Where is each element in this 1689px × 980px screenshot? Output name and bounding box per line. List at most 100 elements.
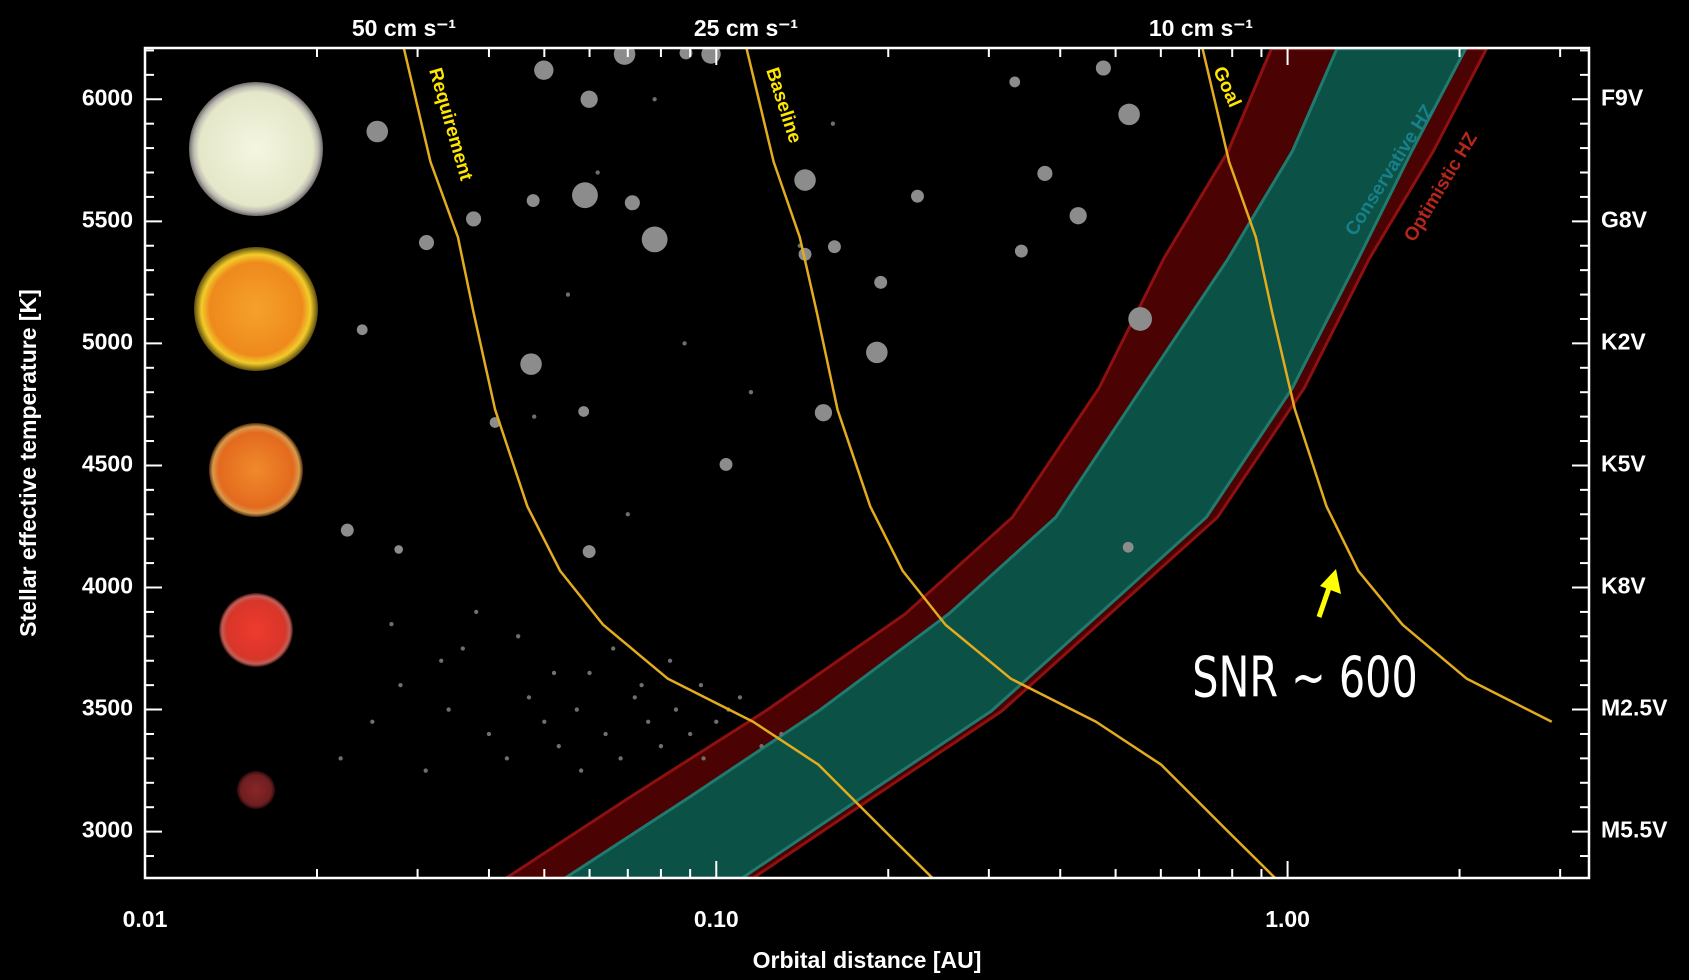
planet — [611, 646, 615, 650]
planet — [579, 768, 583, 772]
x-tick-label: 1.00 — [1265, 906, 1310, 932]
y2-tick-label: K2V — [1601, 328, 1646, 354]
planet — [338, 756, 342, 760]
planet — [682, 341, 686, 345]
planet — [701, 756, 705, 760]
planet — [779, 732, 783, 736]
star-icon — [219, 593, 293, 667]
planet — [1037, 166, 1052, 181]
y2-tick-label: M2.5V — [1601, 695, 1668, 721]
planet — [587, 671, 591, 675]
y-tick-label: 3500 — [82, 695, 133, 721]
planet — [626, 512, 630, 516]
planet — [583, 545, 596, 558]
planet — [398, 683, 402, 687]
y2-tick-label: F9V — [1601, 84, 1644, 110]
planet — [794, 169, 816, 191]
planet — [603, 732, 607, 736]
y-tick-label: 6000 — [82, 84, 133, 110]
x-tick-label: 0.01 — [123, 906, 168, 932]
planet — [366, 121, 388, 143]
planet — [527, 695, 531, 699]
planet — [572, 182, 598, 208]
planet — [714, 720, 718, 724]
y-tick-label: 3000 — [82, 817, 133, 843]
planet — [341, 524, 354, 537]
planet — [542, 720, 546, 724]
planet — [633, 695, 637, 699]
star-icon — [237, 771, 275, 809]
page: 0.01 0.10 1.00 3000 3500 4000 4500 5000 5500 6000… — [0, 0, 1689, 980]
planet — [659, 744, 663, 748]
x-axis-title: Orbital distance [AU] — [753, 947, 982, 973]
x-tick-label: 0.10 — [694, 906, 739, 932]
planet — [699, 683, 703, 687]
planet — [720, 458, 733, 471]
planet — [1070, 207, 1087, 224]
planet — [466, 211, 481, 226]
y2-tick-label: M5.5V — [1601, 817, 1668, 843]
planet — [516, 634, 520, 638]
planet — [461, 646, 465, 650]
planet — [575, 707, 579, 711]
planet — [424, 768, 428, 772]
y-tick-label: 5500 — [82, 206, 133, 232]
top-axis-label: 50 cm s⁻¹ — [352, 15, 456, 41]
planet — [1096, 60, 1111, 75]
planet — [394, 545, 403, 554]
planet — [474, 610, 478, 614]
top-axis-label: 10 cm s⁻¹ — [1149, 15, 1253, 41]
y2-tick-label: K5V — [1601, 451, 1646, 477]
planet — [439, 659, 443, 663]
planet — [581, 91, 598, 108]
planet — [419, 235, 434, 250]
planet — [487, 732, 491, 736]
planet — [749, 390, 753, 394]
planet — [688, 732, 692, 736]
y-axis-title: Stellar effective temperature [K] — [15, 289, 41, 637]
planet — [874, 276, 887, 289]
planet — [1123, 542, 1134, 553]
planet — [370, 720, 374, 724]
planet — [652, 97, 656, 101]
planet — [520, 353, 542, 375]
planet — [866, 342, 888, 364]
planet — [532, 414, 536, 418]
y2-tick-label: K8V — [1601, 573, 1646, 599]
planet — [646, 720, 650, 724]
planet — [639, 683, 643, 687]
planet — [566, 292, 570, 296]
planet — [618, 756, 622, 760]
planet — [642, 226, 668, 252]
planet — [625, 195, 640, 210]
y-tick-label: 5000 — [82, 328, 133, 354]
planet — [534, 61, 553, 80]
planet — [1015, 245, 1028, 258]
planet — [527, 194, 540, 207]
planet — [578, 406, 589, 417]
star-icon — [209, 423, 303, 517]
planet — [389, 622, 393, 626]
planet — [596, 170, 600, 174]
planet — [759, 744, 763, 748]
planet — [668, 659, 672, 663]
planet — [557, 744, 561, 748]
chart: 0.01 0.10 1.00 3000 3500 4000 4500 5000 5500 6000… — [0, 0, 1689, 980]
planet — [911, 190, 924, 203]
planet — [1128, 307, 1152, 331]
annotation: SNR ~ 600 — [1192, 645, 1417, 711]
y-tick-label: 4500 — [82, 451, 133, 477]
planet — [1009, 77, 1020, 88]
planet — [505, 756, 509, 760]
y-tick-label: 4000 — [82, 573, 133, 599]
top-axis-label: 25 cm s⁻¹ — [694, 15, 798, 41]
planet — [674, 707, 678, 711]
planet — [828, 240, 841, 253]
planet — [1118, 104, 1140, 126]
planet — [552, 671, 556, 675]
planet — [815, 404, 832, 421]
planet — [831, 122, 835, 126]
star-icon — [194, 247, 318, 371]
planet — [446, 707, 450, 711]
planet — [357, 324, 368, 335]
